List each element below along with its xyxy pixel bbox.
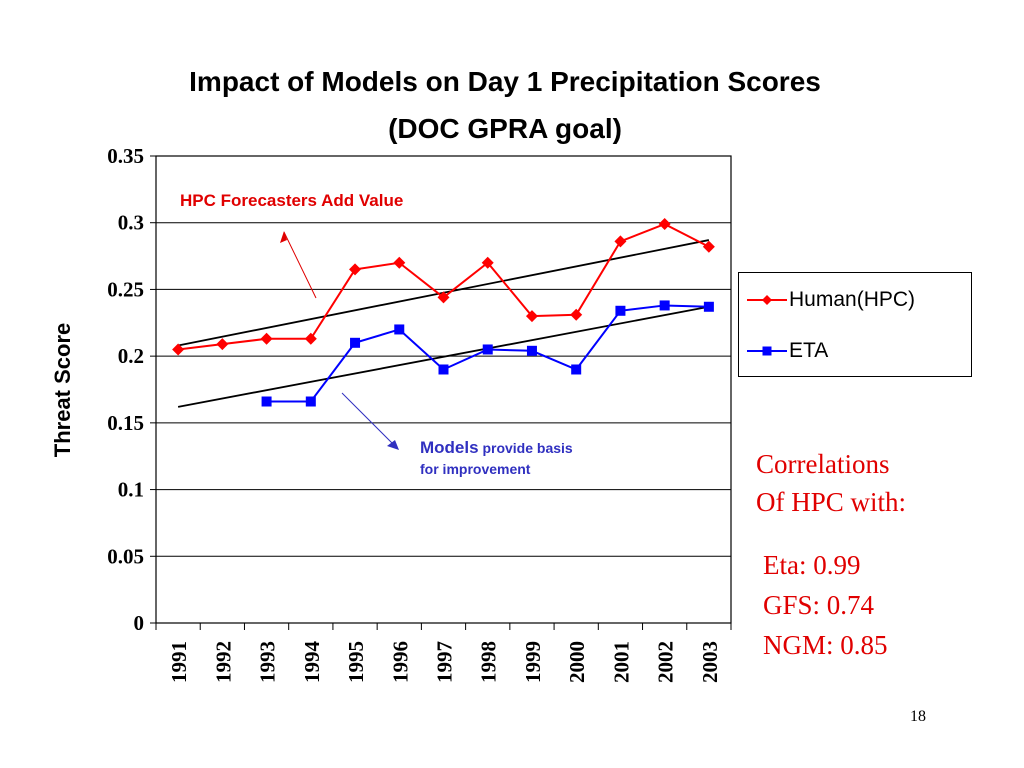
legend-item-human: Human(HPC) bbox=[739, 285, 969, 315]
data-point bbox=[482, 344, 493, 355]
gridlines bbox=[156, 222, 731, 557]
data-point bbox=[658, 218, 671, 231]
x-tick-label: 1992 bbox=[211, 641, 235, 683]
y-axis-label: Threat Score bbox=[50, 323, 75, 458]
models-annotation-rest: provide basis bbox=[479, 440, 573, 456]
data-point bbox=[393, 256, 406, 269]
data-point bbox=[659, 300, 670, 311]
plot-area bbox=[155, 155, 732, 624]
chart-title-line-1: Impact of Models on Day 1 Precipitation … bbox=[189, 66, 821, 97]
data-point bbox=[437, 291, 450, 304]
data-point bbox=[394, 324, 405, 335]
correlations-heading-line-2: Of HPC with: bbox=[756, 487, 907, 517]
data-point bbox=[172, 343, 185, 356]
legend-marker-square bbox=[747, 346, 787, 356]
x-tick-label: 1999 bbox=[521, 641, 545, 683]
models-annotation: Models provide basis bbox=[420, 438, 573, 457]
legend-marker-diamond bbox=[747, 295, 787, 305]
data-point bbox=[481, 256, 494, 269]
trendlines bbox=[177, 239, 710, 408]
x-tick-label: 2000 bbox=[565, 641, 589, 683]
y-tick-label: 0.35 bbox=[107, 144, 144, 168]
y-tick-label: 0 bbox=[134, 611, 145, 635]
x-tick-label: 1994 bbox=[300, 641, 324, 684]
x-tick-label: 2001 bbox=[609, 641, 633, 683]
page-number: 18 bbox=[910, 708, 926, 725]
data-point bbox=[615, 305, 626, 316]
legend-item-eta: ETA bbox=[739, 336, 969, 366]
chart-title-line-2: (DOC GPRA goal) bbox=[388, 113, 622, 144]
data-point bbox=[216, 338, 229, 351]
data-point bbox=[526, 345, 537, 356]
x-tick-label: 1991 bbox=[167, 641, 191, 683]
y-tick-label: 0.05 bbox=[107, 544, 144, 568]
trendline bbox=[177, 305, 710, 408]
data-point bbox=[438, 364, 449, 375]
x-tick-label: 1995 bbox=[344, 641, 368, 683]
series-line bbox=[177, 222, 710, 351]
y-tick-label: 0.1 bbox=[118, 478, 144, 502]
data-point bbox=[571, 364, 582, 375]
hpc-arrow bbox=[283, 231, 317, 299]
legend-label-human: Human(HPC) bbox=[789, 288, 916, 311]
data-point bbox=[614, 235, 627, 248]
correlation-gfs: GFS: 0.74 bbox=[763, 590, 875, 620]
hpc-arrow-head bbox=[280, 231, 287, 243]
data-point bbox=[703, 301, 714, 312]
chart-legend: Human(HPC) ETA bbox=[738, 272, 972, 377]
y-tick-label: 0.2 bbox=[118, 344, 144, 368]
data-point bbox=[260, 332, 273, 345]
correlation-ngm: NGM: 0.85 bbox=[763, 630, 888, 660]
models-arrow-head bbox=[387, 440, 399, 450]
data-point bbox=[349, 263, 362, 276]
y-tick-label: 0.25 bbox=[107, 277, 144, 301]
data-point bbox=[702, 240, 715, 253]
data-series bbox=[172, 218, 715, 407]
data-point bbox=[525, 310, 538, 323]
x-tick-label: 1997 bbox=[433, 641, 457, 683]
models-annotation-line-2: for improvement bbox=[420, 461, 531, 477]
models-annotation-bold: Models bbox=[420, 438, 479, 457]
x-tick-label: 2003 bbox=[698, 641, 722, 683]
x-tick-label: 2002 bbox=[654, 641, 678, 683]
x-tick-label: 1998 bbox=[477, 641, 501, 683]
y-tick-label: 0.15 bbox=[107, 411, 144, 435]
data-point bbox=[570, 308, 583, 321]
axes: 0 0.05 0.1 0.15 0.2 0.25 0.3 0.35 1991 1992 1993 19… bbox=[107, 144, 732, 684]
data-point bbox=[350, 337, 361, 348]
x-tick-label: 1996 bbox=[388, 641, 412, 683]
y-tick-label: 0.3 bbox=[118, 211, 144, 235]
data-point bbox=[304, 332, 317, 345]
x-tick-label: 1993 bbox=[256, 641, 280, 683]
data-point bbox=[261, 396, 272, 407]
data-point bbox=[305, 396, 316, 407]
hpc-annotation: HPC Forecasters Add Value bbox=[180, 191, 403, 210]
models-arrow bbox=[341, 392, 399, 450]
legend-label-eta: ETA bbox=[789, 339, 829, 362]
correlation-eta: Eta: 0.99 bbox=[763, 550, 861, 580]
correlations-heading-line-1: Correlations bbox=[756, 449, 890, 479]
